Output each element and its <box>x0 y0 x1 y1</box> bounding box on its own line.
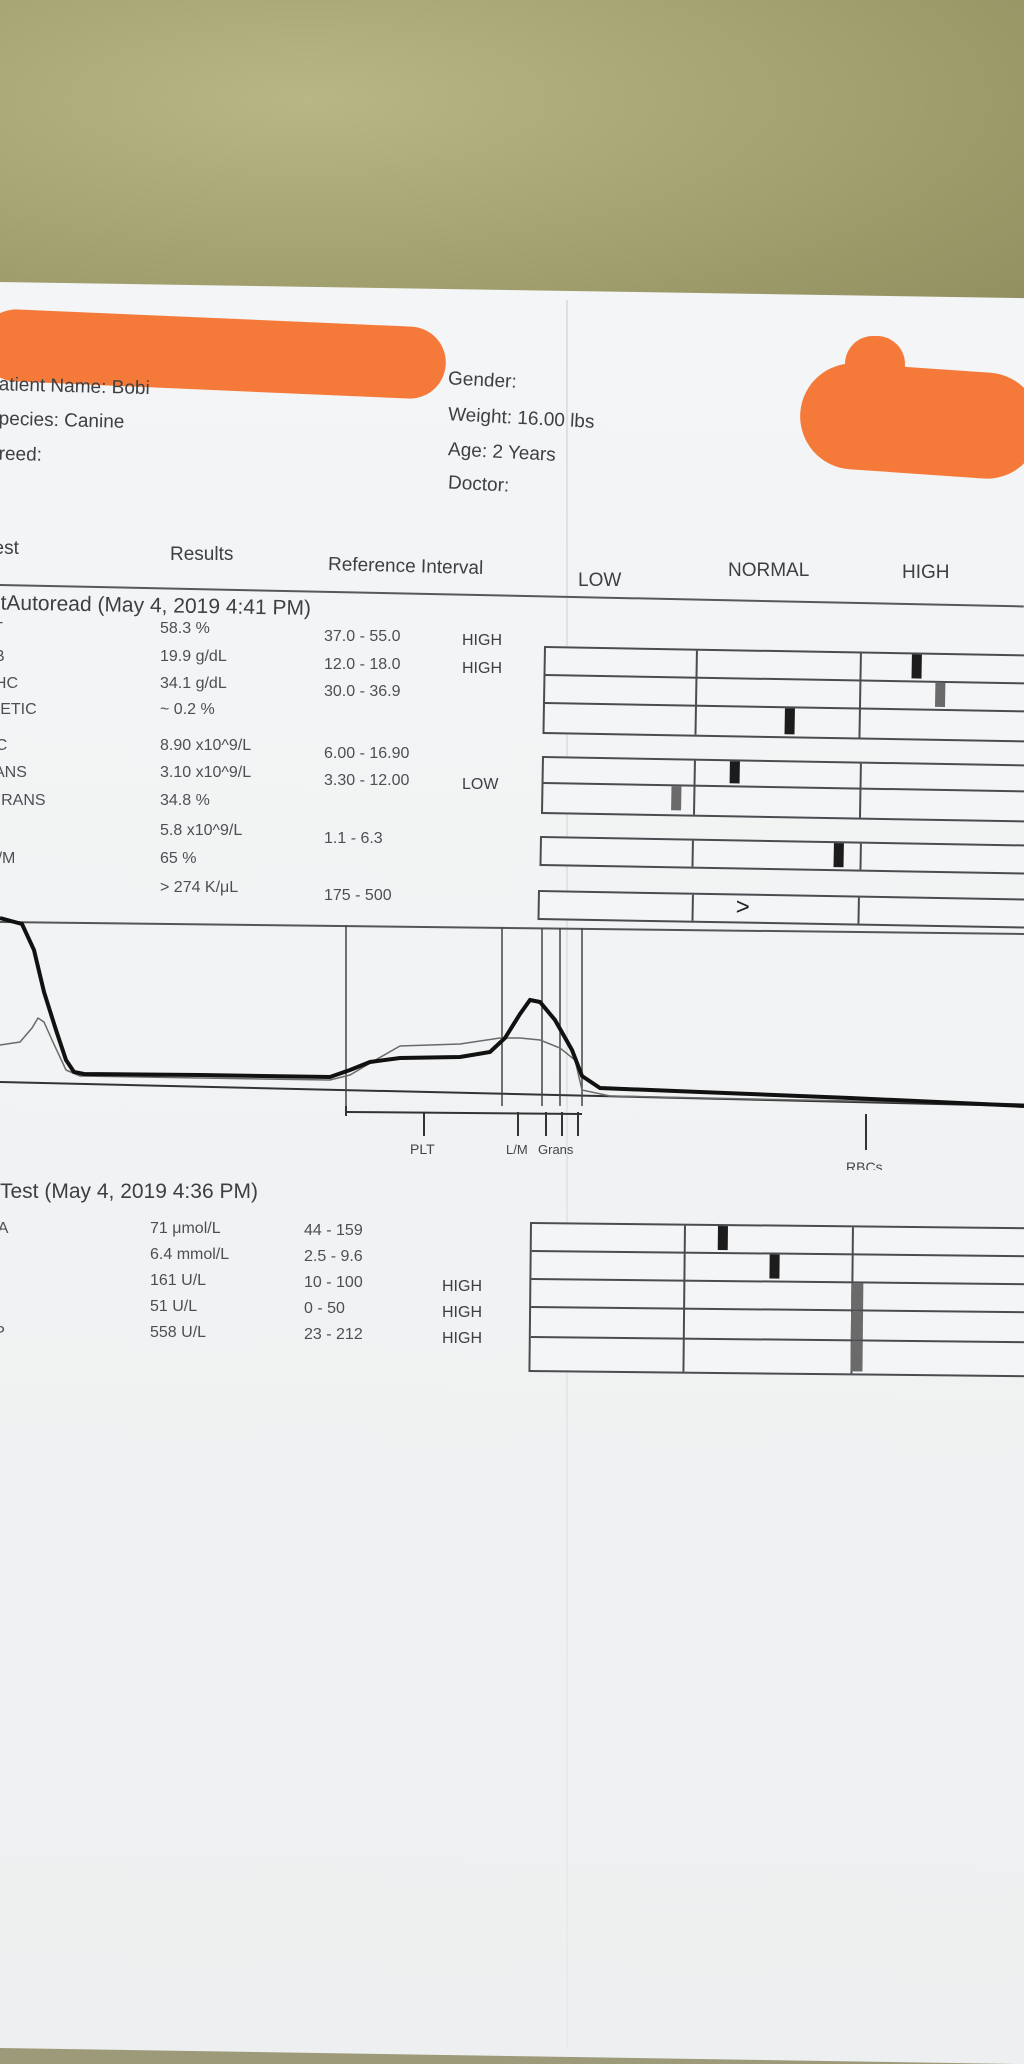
hem-test-name: HCT <box>0 620 3 638</box>
chemistry-title: Test (May 4, 2019 4:36 PM) <box>0 1180 258 1203</box>
hem-test-name: MCHC <box>0 674 18 692</box>
doctor: Doctor: <box>447 472 510 497</box>
col-results: Results <box>170 544 234 565</box>
cell-histogram: PLT L/M Grans RBCs <box>0 916 1024 1170</box>
marker-bun <box>769 1254 780 1279</box>
chem-test-name: CREA <box>0 1220 9 1237</box>
chem-result: 6.4 mmol/L <box>150 1246 230 1263</box>
hem-flag: LOW <box>462 775 499 793</box>
hem-flag: HIGH <box>462 632 502 649</box>
redaction-top-right <box>796 359 1024 483</box>
marker-alt <box>851 1283 864 1310</box>
chem-test-name: ALKP <box>0 1324 5 1342</box>
hem-range: 6.00 - 16.90 <box>324 745 410 763</box>
hem-result: 8.90 x10^9/L <box>160 737 252 755</box>
chem-range: 10 - 100 <box>304 1274 363 1291</box>
marker-lm <box>833 843 844 868</box>
scale-hct-hgb-mchc <box>542 646 1024 743</box>
hem-range: 12.0 - 18.0 <box>324 656 401 674</box>
hem-result: 34.8 % <box>160 791 210 809</box>
gender: Gender: <box>447 368 518 393</box>
chem-result: 558 U/L <box>150 1324 207 1341</box>
hem-test-name: % GRANS <box>0 791 46 809</box>
chem-range: 23 - 212 <box>304 1326 363 1343</box>
hem-range: 175 - 500 <box>324 886 392 904</box>
hist-label-lm: L/M <box>506 1142 528 1157</box>
marker-crea <box>717 1225 728 1251</box>
chem-result: 51 U/L <box>150 1298 198 1315</box>
col-reference: Reference Interval <box>327 553 484 580</box>
hem-range: 37.0 - 55.0 <box>324 628 401 645</box>
hem-result: ~ 0.2 % <box>160 700 215 718</box>
hem-range: 1.1 - 6.3 <box>324 830 383 848</box>
chem-range: 44 - 159 <box>304 1222 363 1239</box>
hem-result: 3.10 x10^9/L <box>160 763 252 781</box>
hem-test-name: GRANS <box>0 763 27 781</box>
hem-range: 3.30 - 12.00 <box>324 771 410 789</box>
marker-alkp <box>850 1341 863 1372</box>
hist-label-plt: PLT <box>410 1141 435 1157</box>
hem-result: 5.8 x10^9/L <box>160 822 243 840</box>
chem-result: 161 U/L <box>150 1272 207 1289</box>
marker-ggt <box>850 1311 864 1340</box>
chem-flag: HIGH <box>442 1278 482 1295</box>
hem-result: 58.3 % <box>160 620 210 637</box>
chem-flag: HIGH <box>442 1304 482 1321</box>
background-cloth <box>0 0 1024 330</box>
hist-label-rbcs: RBCs <box>846 1159 883 1170</box>
marker-grans <box>671 786 682 811</box>
hem-test-name: % RETIC <box>0 700 37 718</box>
redaction-top-right-blob <box>845 336 905 392</box>
col-normal: NORMAL <box>728 560 810 581</box>
col-test: Test <box>0 538 19 559</box>
scale-chemistry <box>528 1222 1024 1378</box>
chem-range: 0 - 50 <box>304 1300 345 1317</box>
hem-result: 19.9 g/dL <box>160 648 227 666</box>
chem-result: 71 μmol/L <box>150 1220 221 1237</box>
hist-label-grans: Grans <box>538 1142 574 1157</box>
marker-hgb <box>934 682 946 708</box>
col-low: LOW <box>578 570 622 591</box>
scale-wbc-grans <box>540 756 1024 823</box>
hem-flag: HIGH <box>462 660 502 678</box>
breed: Breed: <box>0 443 43 466</box>
hem-test-name: WBC <box>0 737 8 755</box>
hem-result: 65 % <box>160 850 197 868</box>
patient-name: Patient Name: Bobi <box>0 373 150 400</box>
col-high: HIGH <box>902 562 950 583</box>
chem-flag: HIGH <box>442 1330 482 1347</box>
species: Species: Canine <box>0 408 125 433</box>
marker-wbc <box>729 761 740 784</box>
hem-result: 34.1 g/dL <box>160 674 227 692</box>
marker-mchc <box>784 708 795 735</box>
marker-hct <box>911 654 922 679</box>
hem-test-name: % L/M <box>0 850 16 868</box>
hem-range: 30.0 - 36.9 <box>324 682 401 700</box>
paper-fold <box>566 300 568 2048</box>
hem-result: > 274 K/μL <box>160 878 239 896</box>
hem-test-name: HGB <box>0 648 5 666</box>
lab-report-paper <box>0 282 1024 2064</box>
chem-range: 2.5 - 9.6 <box>304 1248 363 1265</box>
